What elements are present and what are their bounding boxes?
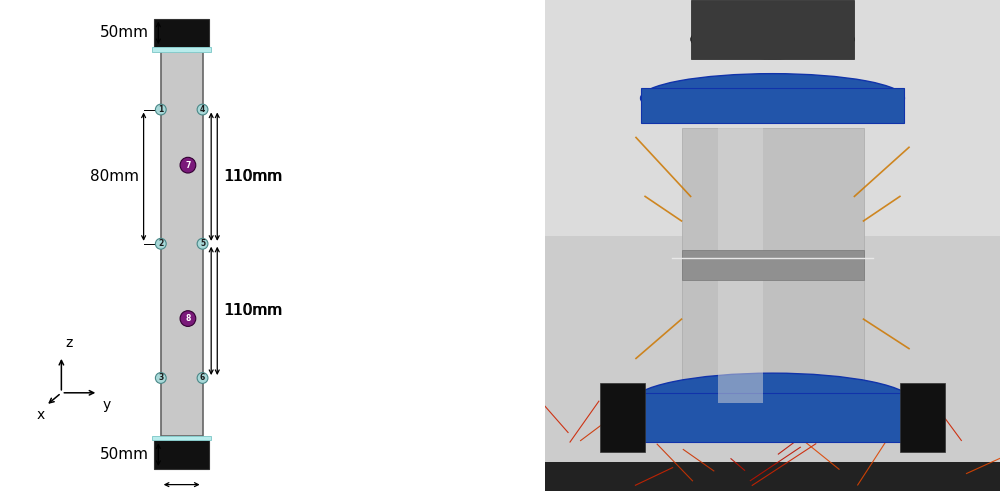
Bar [152,436,211,440]
Text: 7: 7 [185,161,191,170]
Text: 4: 4 [200,105,205,114]
Bar [900,383,945,452]
Bar [641,88,904,123]
Text: 5: 5 [200,239,205,248]
Circle shape [197,104,208,115]
Ellipse shape [631,373,914,432]
Bar [161,52,203,436]
Text: 6: 6 [200,374,205,382]
Circle shape [155,238,166,249]
Bar [682,250,864,280]
Text: 50mm: 50mm [100,26,149,40]
Text: 1: 1 [158,105,163,114]
Bar [545,462,1000,491]
Bar [545,0,1000,236]
Circle shape [197,373,208,383]
Bar [152,47,211,52]
Bar [718,128,763,403]
Text: x: x [36,408,44,422]
Text: y: y [102,398,110,412]
Bar [682,128,864,403]
Text: 110mm: 110mm [224,303,283,318]
Text: 3: 3 [158,374,163,382]
Circle shape [155,373,166,383]
Bar [154,440,209,469]
Text: 110mm: 110mm [224,169,283,184]
Text: 110mm: 110mm [223,169,282,184]
Text: 2: 2 [158,239,163,248]
Bar [641,393,904,442]
Text: 80mm: 80mm [90,169,139,184]
Bar [691,0,854,59]
Bar [600,383,645,452]
Text: 50mm: 50mm [100,447,149,462]
Circle shape [155,104,166,115]
Text: z: z [65,336,73,350]
Bar [154,19,209,47]
Circle shape [197,238,208,249]
Text: 8: 8 [185,314,191,323]
Circle shape [180,157,196,173]
Ellipse shape [691,20,854,59]
Circle shape [180,311,196,327]
Ellipse shape [641,74,904,123]
Text: 110mm: 110mm [223,303,282,318]
